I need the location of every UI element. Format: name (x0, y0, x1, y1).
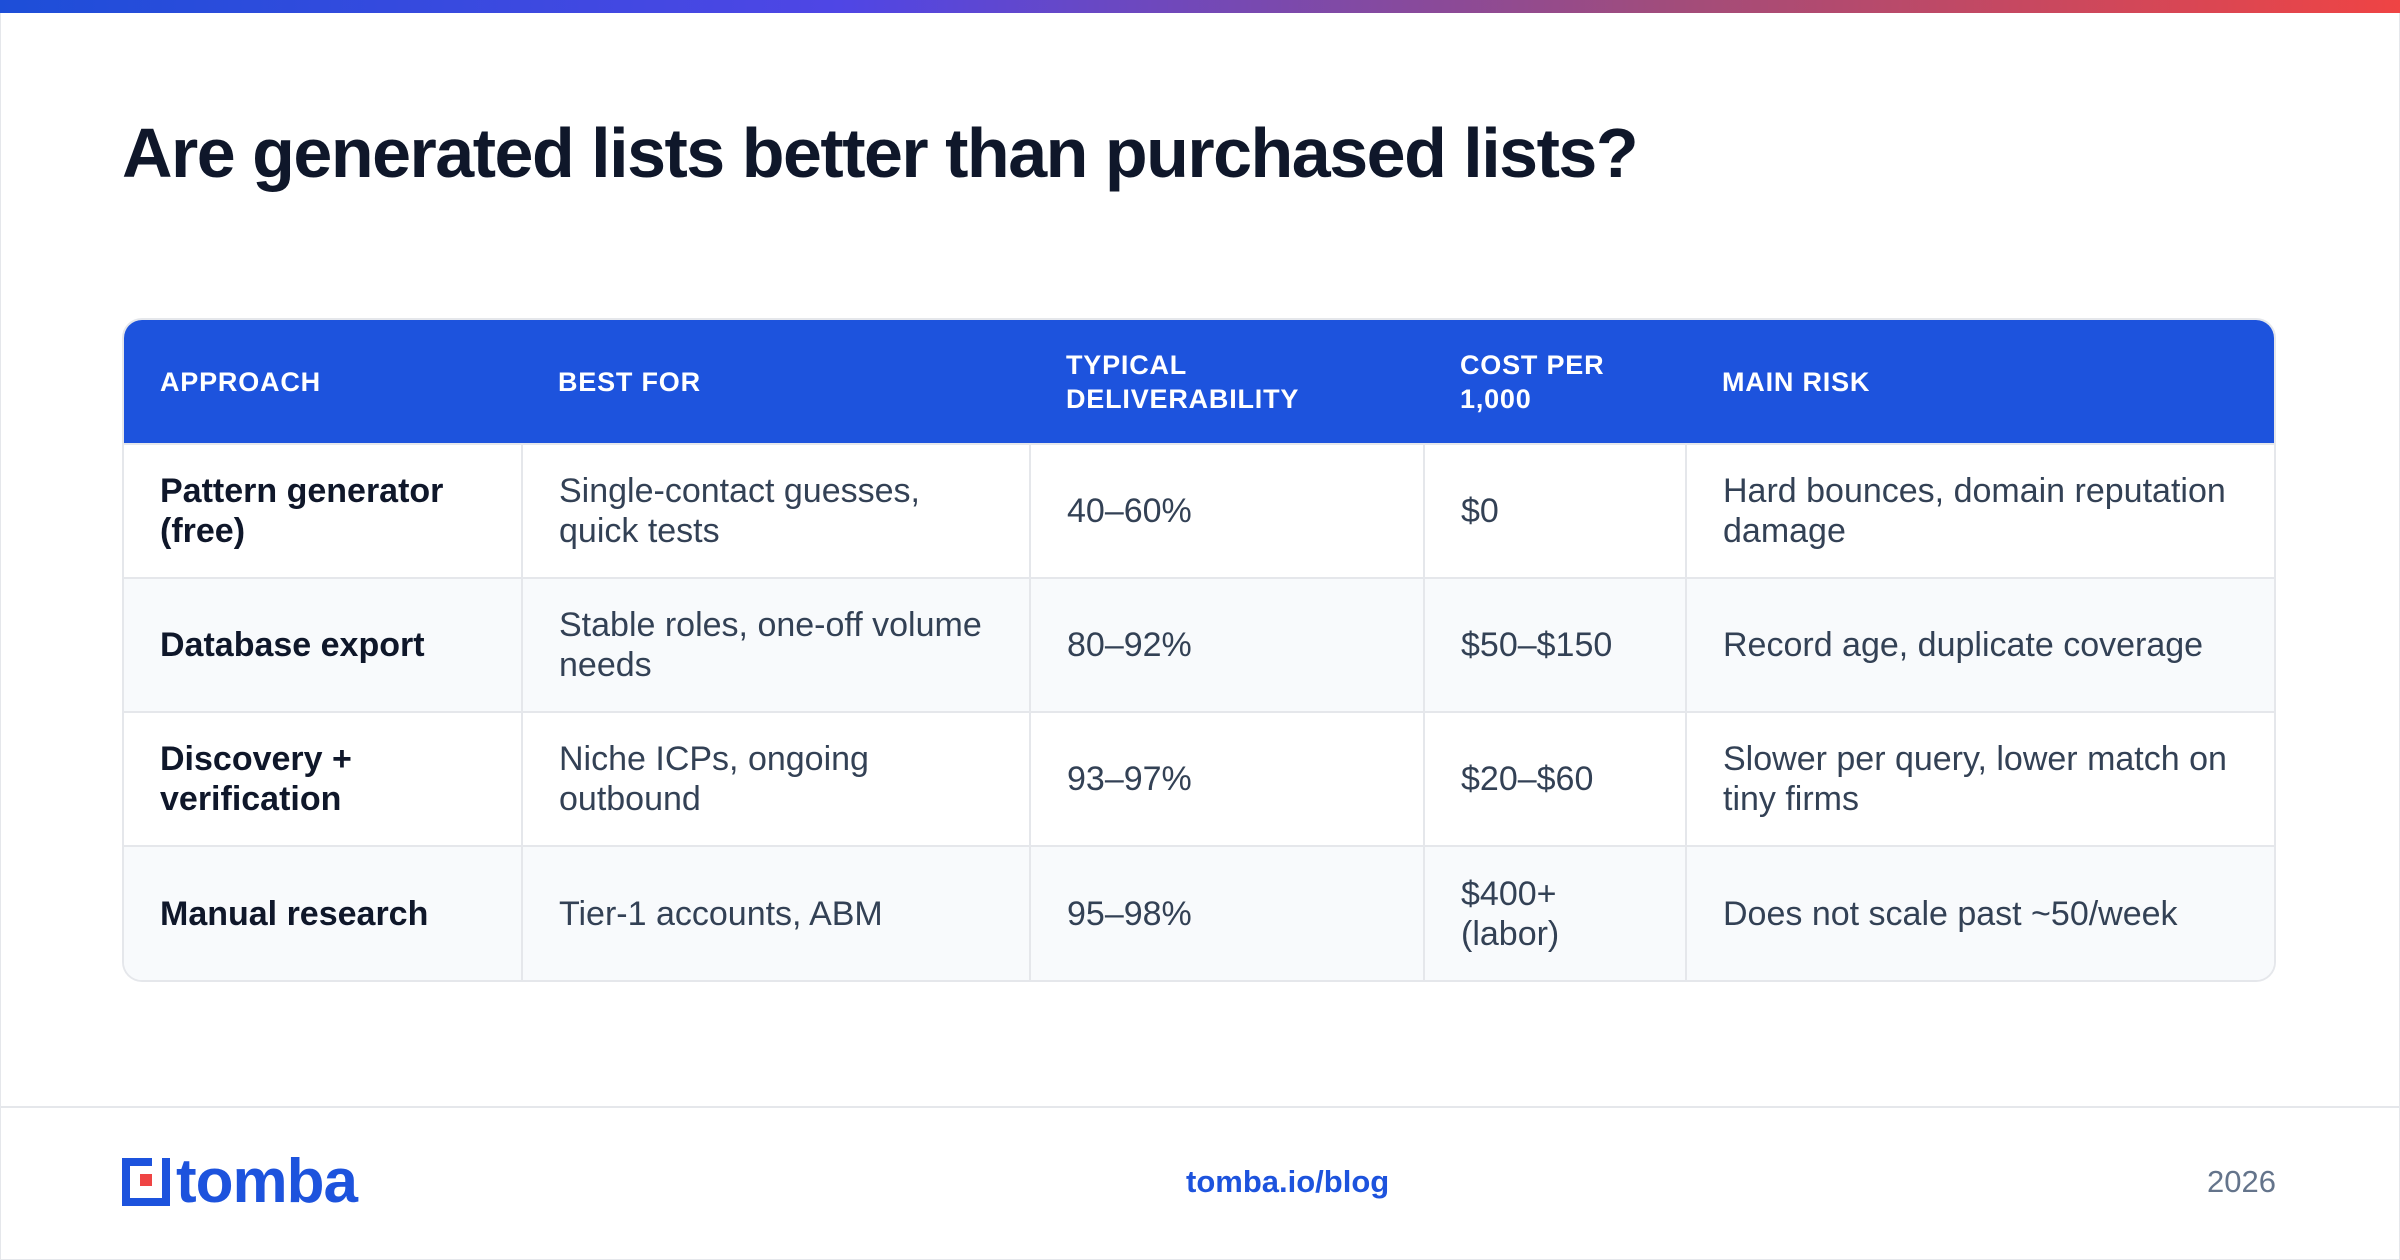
cell-best-for: Single-contact guesses, quick tests (521, 443, 1030, 578)
cell-approach: Database export (124, 577, 522, 712)
header-cost-per-1000: COST PER 1,000 (1424, 320, 1686, 444)
cell-cost: $400+ (labor) (1423, 845, 1686, 980)
footer-divider (0, 1106, 2400, 1108)
brand-name: tomba (176, 1147, 358, 1216)
header-best-for: BEST FOR (522, 320, 1030, 444)
cell-approach: Manual research (124, 845, 522, 980)
comparison-table: APPROACH BEST FOR TYPICAL DELIVERABILITY… (122, 318, 2276, 982)
cell-main-risk: Does not scale past ~50/week (1685, 845, 2274, 980)
cell-best-for: Tier-1 accounts, ABM (521, 845, 1030, 980)
cell-approach: Pattern generator (free) (124, 443, 522, 578)
cell-main-risk: Slower per query, lower match on tiny fi… (1685, 711, 2274, 846)
cell-approach: Discovery + verification (124, 711, 522, 846)
page-title: Are generated lists better than purchase… (122, 114, 1639, 192)
cell-best-for: Niche ICPs, ongoing outbound (521, 711, 1030, 846)
table-row: Database export Stable roles, one-off vo… (124, 577, 2274, 712)
blog-link[interactable]: tomba.io/blog (1186, 1164, 1390, 1199)
cell-best-for: Stable roles, one-off volume needs (521, 577, 1030, 712)
cell-main-risk: Record age, duplicate coverage (1685, 577, 2274, 712)
footer-year: 2026 (2207, 1164, 2276, 1199)
table-row: Discovery + verification Niche ICPs, ong… (124, 711, 2274, 846)
header-approach: APPROACH (124, 320, 522, 444)
cell-deliverability: 40–60% (1029, 443, 1424, 578)
cell-cost: $50–$150 (1423, 577, 1686, 712)
cell-deliverability: 93–97% (1029, 711, 1424, 846)
cell-cost: $20–$60 (1423, 711, 1686, 846)
header-main-risk: MAIN RISK (1686, 320, 2274, 444)
cell-cost: $0 (1423, 443, 1686, 578)
tomba-logo: tomba (122, 1147, 358, 1216)
top-gradient-bar (0, 0, 2400, 13)
cell-deliverability: 95–98% (1029, 845, 1424, 980)
header-typical-deliverability: TYPICAL DELIVERABILITY (1030, 320, 1424, 444)
cell-main-risk: Hard bounces, domain reputation damage (1685, 443, 2274, 578)
table-row: Pattern generator (free) Single-contact … (124, 443, 2274, 578)
table-header-row: APPROACH BEST FOR TYPICAL DELIVERABILITY… (124, 320, 2274, 444)
table-row: Manual research Tier-1 accounts, ABM 95–… (124, 845, 2274, 980)
tomba-logo-mark-icon (122, 1158, 170, 1206)
cell-deliverability: 80–92% (1029, 577, 1424, 712)
